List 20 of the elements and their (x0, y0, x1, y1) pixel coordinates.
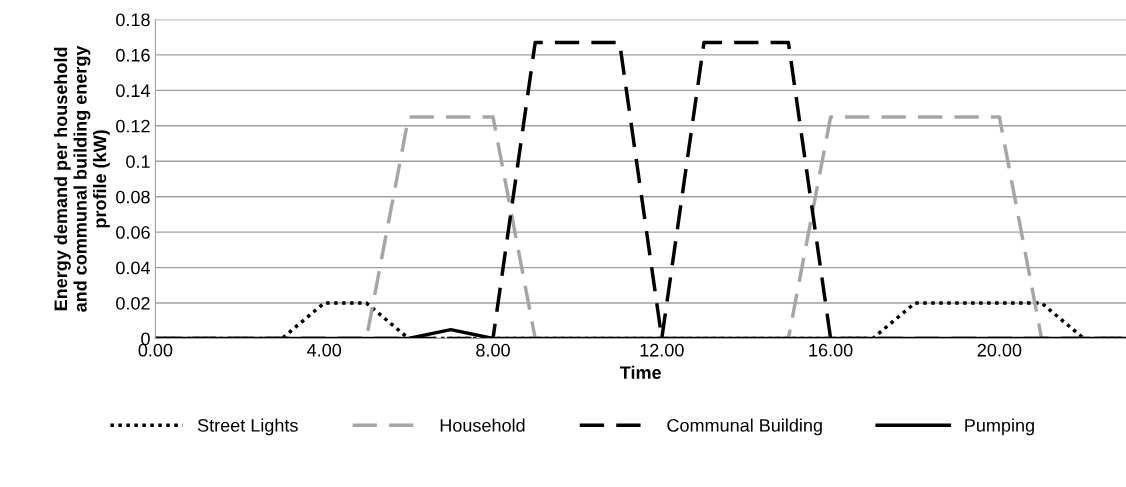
x-tick-label: 4.00 (307, 343, 342, 357)
x-axis-title: Time (619, 365, 661, 379)
y-tick-label: 0.16 (116, 48, 150, 62)
y-axis-title: Energy demand per household and communal building energy profile (kW) (53, 45, 110, 312)
legend-label: Pumping (965, 418, 1034, 436)
y-tick-label: 0.06 (116, 226, 150, 239)
y-tick-label: 0.04 (116, 261, 150, 275)
y-tick-label: 0.02 (116, 296, 150, 310)
y-tick-label: 0.08 (116, 190, 150, 204)
x-tick-label: 20.00 (977, 343, 1022, 357)
legend-label: Communal Building (667, 418, 822, 436)
y-tick-label: 0.14 (116, 84, 150, 98)
x-tick-label: 12.00 (640, 343, 684, 357)
y-tick-label: 0.1 (126, 155, 150, 168)
legend-label: Street Lights (197, 418, 298, 436)
x-tick-label: 16.00 (809, 343, 853, 357)
y-tick-label: 0.12 (116, 119, 150, 133)
y-tick-label: 0.18 (116, 13, 150, 27)
x-tick-label: 8.00 (476, 343, 510, 357)
legend-label: Household (440, 418, 525, 432)
